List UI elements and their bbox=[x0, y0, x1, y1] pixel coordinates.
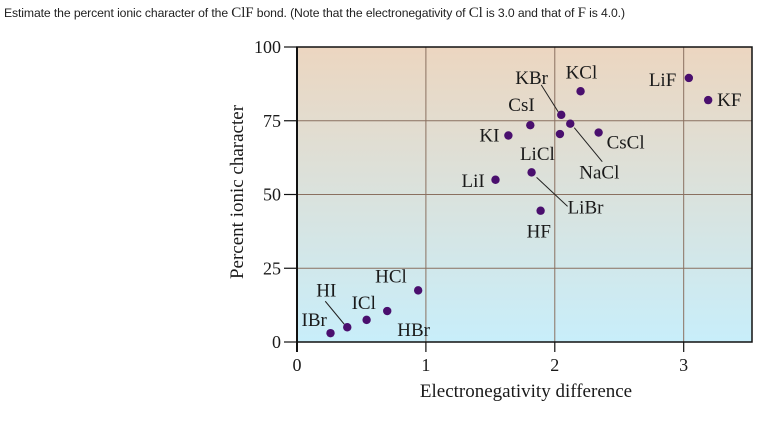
x-tick-label: 2 bbox=[550, 355, 559, 375]
bond-symbol: ClF bbox=[231, 5, 254, 21]
leader-lines bbox=[324, 84, 603, 325]
label-hcl: HCl bbox=[375, 266, 407, 287]
point-kf bbox=[703, 95, 713, 105]
label-kcl: KCl bbox=[566, 62, 598, 83]
point-ibr bbox=[326, 328, 335, 338]
label-hbr: HBr bbox=[397, 320, 430, 341]
leader-kbr bbox=[540, 84, 559, 113]
point-lii bbox=[491, 175, 500, 184]
x-axis-label: Electronegativity difference bbox=[420, 381, 632, 402]
leader-hi bbox=[324, 300, 345, 325]
x-tick-label: 0 bbox=[293, 355, 302, 375]
point-libr bbox=[527, 168, 536, 177]
axes bbox=[284, 46, 753, 352]
y-tick-label: 75 bbox=[263, 111, 281, 131]
label-hi: HI bbox=[316, 280, 336, 301]
leader-libr bbox=[536, 177, 568, 207]
label-hf: HF bbox=[527, 222, 551, 243]
point-licl bbox=[555, 129, 565, 139]
label-kbr: KBr bbox=[515, 68, 548, 89]
label-csi: CsI bbox=[508, 95, 534, 116]
point-hi bbox=[343, 323, 352, 332]
point-kcl bbox=[576, 87, 585, 96]
leader-nacl bbox=[573, 127, 603, 163]
y-tick-label: 25 bbox=[263, 258, 281, 278]
label-kf: KF bbox=[717, 90, 741, 111]
label-lii: LiI bbox=[461, 171, 484, 192]
tick-labels: 0 25 50 75 100 0 1 2 3 bbox=[254, 37, 688, 375]
question-part: bond. (Note that the electronegativity o… bbox=[253, 6, 469, 20]
chlorine-symbol: Cl bbox=[468, 5, 483, 21]
point-ki bbox=[504, 131, 513, 140]
label-icl: ICl bbox=[352, 293, 376, 314]
y-tick-label: 100 bbox=[254, 37, 281, 57]
label-cscl: CsCl bbox=[607, 133, 645, 154]
point-kbr bbox=[557, 110, 566, 120]
point-icl bbox=[362, 315, 371, 325]
label-licl: LiCl bbox=[520, 144, 555, 165]
point-cscl bbox=[594, 128, 603, 137]
label-ki: KI bbox=[479, 126, 499, 147]
point-csi bbox=[526, 120, 535, 130]
point-labels: IBr HI ICl HBr HCl LiI KI CsI LiBr HF LiCl KBr NaCl K… bbox=[302, 62, 742, 341]
y-axis-label: Percent ionic character bbox=[227, 104, 248, 279]
x-tick-label: 3 bbox=[679, 355, 688, 375]
label-libr: LiBr bbox=[568, 197, 605, 218]
point-hcl bbox=[413, 286, 423, 295]
fluorine-symbol: F bbox=[577, 5, 586, 21]
question-part: is 3.0 and that of bbox=[482, 6, 578, 20]
point-hbr bbox=[383, 306, 392, 316]
grid-lines bbox=[297, 47, 752, 342]
label-nacl: NaCl bbox=[579, 163, 619, 184]
question-part: Estimate the percent ionic character of … bbox=[4, 6, 232, 20]
point-hf bbox=[536, 206, 545, 215]
label-ibr: IBr bbox=[302, 310, 328, 331]
question-text: Estimate the percent ionic character of … bbox=[4, 5, 625, 22]
point-lif bbox=[684, 73, 694, 83]
x-tick-label: 1 bbox=[421, 355, 430, 375]
y-tick-label: 0 bbox=[272, 332, 281, 352]
question-part: is 4.0.) bbox=[585, 6, 625, 20]
data-points bbox=[326, 73, 713, 338]
label-lif: LiF bbox=[649, 70, 676, 91]
point-nacl bbox=[566, 119, 575, 128]
y-tick-label: 50 bbox=[263, 185, 281, 205]
